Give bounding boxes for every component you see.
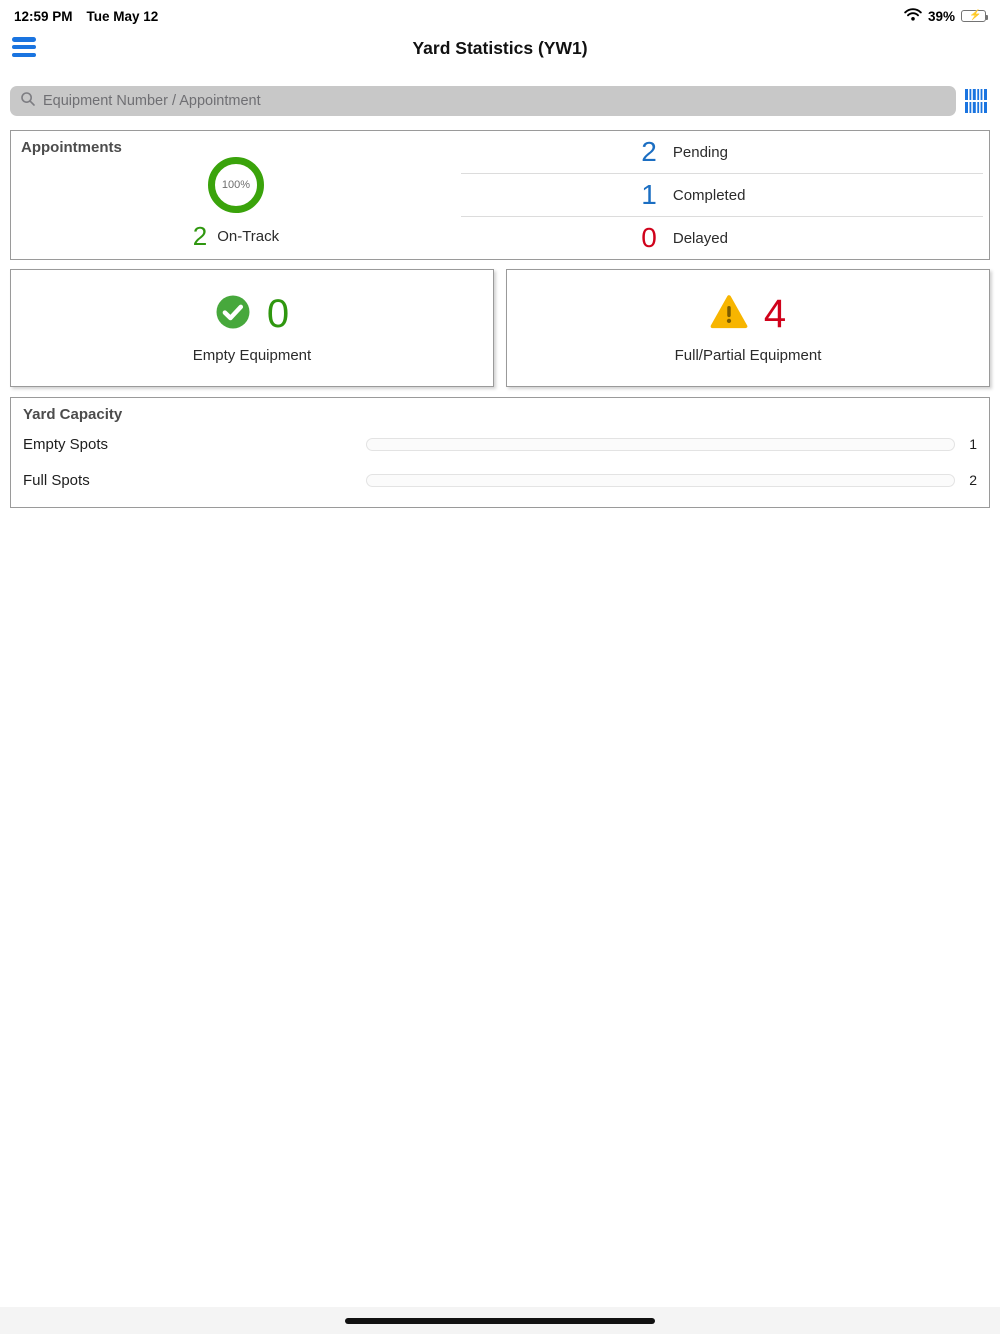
search-row — [10, 86, 990, 116]
search-input[interactable] — [43, 93, 946, 109]
ontrack-count: 2 — [192, 220, 208, 251]
yard-capacity-card: Yard Capacity Empty Spots 1 Full Spots 2 — [10, 397, 990, 508]
full-partial-equipment-label: Full/Partial Equipment — [674, 347, 822, 364]
pending-count: 2 — [641, 136, 657, 167]
empty-spots-label: Empty Spots — [23, 435, 109, 453]
completed-label: Completed — [672, 186, 746, 204]
battery-charging-icon: ⚡ — [961, 10, 988, 22]
empty-spots-value: 1 — [969, 436, 977, 452]
pending-row: 2 Pending — [461, 131, 983, 173]
warning-triangle-icon — [710, 294, 748, 335]
empty-equipment-count: 0 — [266, 292, 290, 336]
full-spots-label: Full Spots — [23, 471, 90, 489]
page-title: Yard Statistics (YW1) — [412, 37, 588, 58]
completed-row: 1 Completed — [460, 173, 983, 216]
appointments-card: Appointments 100% 2 On-Track 2 Pending 1… — [10, 130, 990, 260]
full-partial-equipment-count: 4 — [763, 292, 787, 336]
empty-equipment-label: Empty Equipment — [192, 347, 312, 364]
battery-percent: 39% — [927, 8, 955, 24]
header: Yard Statistics (YW1) — [0, 26, 1000, 70]
hamburger-menu-button[interactable] — [12, 37, 36, 57]
ontrack-gauge: 100% — [207, 156, 264, 213]
check-circle-icon — [215, 294, 251, 335]
full-partial-equipment-card[interactable]: 4 Full/Partial Equipment — [506, 269, 990, 387]
completed-count: 1 — [641, 179, 657, 210]
search-bar[interactable] — [10, 86, 956, 116]
delayed-row: 0 Delayed — [460, 216, 983, 259]
empty-equipment-card[interactable]: 0 Empty Equipment — [10, 269, 494, 387]
delayed-count: 0 — [641, 222, 657, 253]
gauge-percent: 100% — [221, 178, 250, 191]
status-time: 12:59 PM — [14, 8, 73, 24]
wifi-icon — [904, 8, 922, 24]
yard-capacity-title: Yard Capacity — [23, 406, 123, 423]
pending-label: Pending — [672, 143, 728, 161]
appointments-title: Appointments — [21, 139, 122, 156]
footer-bar — [0, 1307, 1000, 1334]
ontrack-summary: 2 On-Track — [193, 221, 279, 252]
empty-spots-bar — [366, 437, 955, 451]
ontrack-label: On-Track — [217, 227, 280, 245]
search-icon — [20, 91, 36, 112]
full-spots-value: 2 — [969, 472, 977, 488]
full-spots-row: Full Spots 2 — [23, 465, 977, 495]
full-spots-bar — [366, 473, 955, 487]
appointments-gauge-panel: Appointments 100% 2 On-Track — [11, 131, 461, 259]
equipment-tiles: 0 Empty Equipment 4 Full/Partial Equipme… — [10, 269, 990, 387]
barcode-scan-button[interactable] — [964, 87, 990, 115]
home-indicator[interactable] — [345, 1318, 655, 1324]
delayed-label: Delayed — [672, 229, 728, 247]
status-bar: 12:59 PM Tue May 12 39% ⚡ — [0, 0, 1000, 26]
empty-spots-row: Empty Spots 1 — [23, 429, 977, 459]
status-date: Tue May 12 — [86, 8, 159, 24]
appointments-stats: 2 Pending 1 Completed 0 Delayed — [460, 131, 989, 259]
